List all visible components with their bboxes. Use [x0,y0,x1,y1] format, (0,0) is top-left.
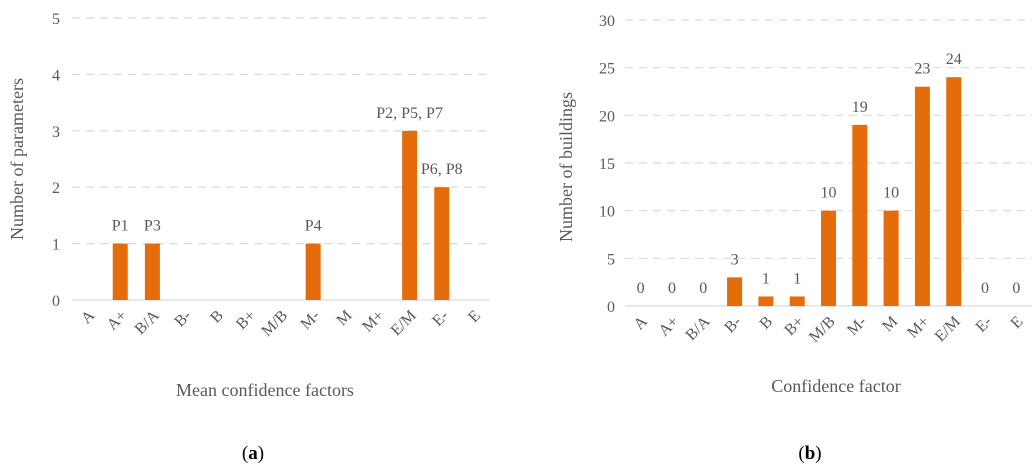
chart-b-xtick-label: B+ [781,313,807,339]
chart-b-ylabel: Number of buildings [556,92,576,242]
chart-b-ytick-label: 30 [599,13,615,30]
chart-b-bar [821,210,836,306]
chart-a-xtick-label: A [78,307,99,328]
chart-b-xtick-label: M [879,313,901,335]
chart-b-bar [914,86,930,306]
chart-b-data-label: 0 [699,280,707,297]
chart-a-ytick-label: 5 [52,11,60,28]
chart-a-bar [434,187,450,300]
chart-a-xtick-label: M+ [359,307,387,335]
chart-b-data-label: 24 [946,51,962,68]
chart-a-xtick-label: M [333,307,355,329]
chart-a-data-label: P2, P5, P7 [376,105,443,122]
chart-b-ytick-label: 5 [607,251,615,268]
chart-b-data-label: 1 [762,270,770,287]
chart-b-xtick-label: E- [973,313,996,336]
chart-b-bar [758,296,774,306]
chart-b-xtick-label: B [757,313,777,333]
chart-a-panel-label: (a) [242,443,264,464]
chart-a-xtick-label: A+ [104,307,131,334]
chart-a-data-label: P6, P8 [421,161,463,178]
chart-a-ylabel: Number of parameters [7,78,27,240]
chart-b-xtick-label: M/B [806,313,839,346]
chart-a-xtick-label: B/A [132,307,163,338]
chart-a-xtick-label: B- [171,307,194,330]
chart-a-xtick-label: B [207,307,227,327]
chart-b-xtick-label: E [1008,313,1027,332]
chart-a-ytick-label: 4 [52,67,60,84]
chart-a-xtick-label: E/M [388,307,420,339]
chart-b-ytick-label: 0 [607,299,615,316]
chart-b-data-label: 10 [821,185,837,202]
chart-b-ytick-label: 25 [599,61,615,78]
chart-a-data-label: P1 [112,218,129,235]
chart-a-bar [402,130,418,300]
chart-b-bar [883,210,899,306]
chart-b-xtick-label: A+ [656,313,683,340]
chart-b: Number of buildings Confidence factor (b… [556,13,1032,464]
chart-a: Number of parameters Mean confidence fac… [7,11,490,464]
chart-a-data-label: P3 [144,218,161,235]
chart-a-ytick-label: 1 [52,237,60,254]
chart-b-panel-label: (b) [798,443,821,464]
chart-b-data-label: 3 [731,251,739,268]
chart-b-xtick-label: M+ [904,313,932,341]
chart-b-data-label: 1 [793,270,801,287]
chart-b-data-label: 0 [637,280,645,297]
chart-a-xlabel: Mean confidence factors [176,380,354,400]
chart-a-xtick-label: M- [297,307,323,333]
chart-b-data-label: 23 [914,61,930,78]
chart-b-xtick-label: B- [721,313,744,336]
chart-b-bar [727,277,743,306]
chart-b-xlabel: Confidence factor [771,376,900,396]
chart-b-ytick-label: 20 [599,108,615,125]
chart-b-xtick-label: E/M [932,313,964,345]
chart-a-xtick-label: E [465,307,484,326]
chart-a-ytick-label: 3 [52,124,60,141]
chart-a-xtick-label: B+ [233,307,259,333]
chart-a-ytick-label: 0 [52,293,60,310]
chart-b-xtick-label: M- [844,313,870,339]
chart-a-xtick-label: E- [429,307,452,330]
chart-a-xtick-label: M/B [258,307,291,340]
chart-b-ytick-label: 15 [599,156,615,173]
chart-a-bar [144,243,160,300]
chart-b-data-label: 10 [883,185,899,202]
chart-b-data-label: 0 [668,280,676,297]
chart-a-bar [112,243,128,300]
chart-b-data-label: 0 [1012,280,1020,297]
chart-b-bar [852,124,868,306]
chart-a-data-label: P4 [305,218,322,235]
chart-b-xtick-label: A [631,313,652,334]
chart-b-bar [946,77,962,306]
chart-b-data-label: 0 [981,280,989,297]
chart-b-ytick-label: 10 [599,204,615,221]
chart-b-data-label: 19 [852,99,868,116]
chart-b-xtick-label: B/A [683,313,714,344]
chart-b-bar [789,296,805,306]
chart-a-ytick-label: 2 [52,180,60,197]
chart-a-bar [305,243,321,300]
